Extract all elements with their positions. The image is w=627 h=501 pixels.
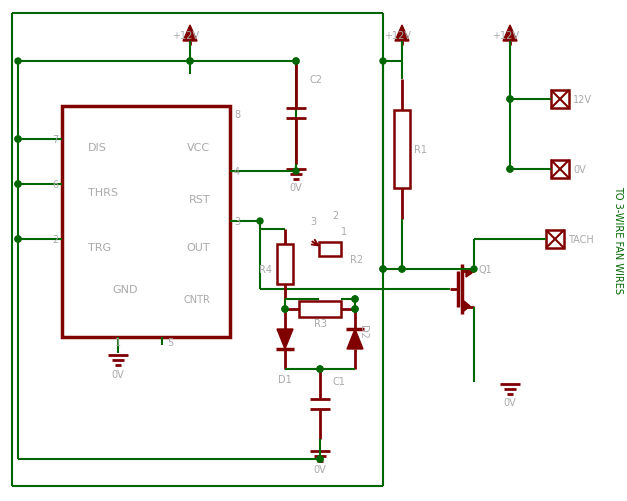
Polygon shape bbox=[277, 329, 293, 349]
Text: 5: 5 bbox=[167, 337, 173, 347]
Text: TRG: TRG bbox=[88, 242, 111, 253]
Text: R2: R2 bbox=[350, 255, 363, 265]
Bar bbox=[394, 111, 410, 189]
Circle shape bbox=[187, 59, 193, 65]
Text: 7: 7 bbox=[52, 135, 58, 145]
Circle shape bbox=[187, 59, 193, 65]
Polygon shape bbox=[464, 302, 470, 312]
Circle shape bbox=[380, 267, 386, 273]
Circle shape bbox=[507, 97, 513, 103]
Bar bbox=[319, 242, 341, 257]
Text: 3: 3 bbox=[310, 216, 316, 226]
Circle shape bbox=[15, 182, 21, 188]
Circle shape bbox=[507, 97, 513, 103]
Text: 6: 6 bbox=[52, 180, 58, 189]
Circle shape bbox=[293, 169, 299, 175]
Text: GND: GND bbox=[112, 285, 138, 295]
Circle shape bbox=[380, 59, 386, 65]
Text: 1: 1 bbox=[341, 226, 347, 236]
Bar bbox=[62, 107, 230, 337]
Circle shape bbox=[15, 236, 21, 242]
Text: OUT: OUT bbox=[186, 242, 210, 253]
Text: TO 3-WIRE FAN WIRES: TO 3-WIRE FAN WIRES bbox=[613, 186, 623, 294]
Bar bbox=[551, 161, 569, 179]
Text: THRS: THRS bbox=[88, 188, 118, 197]
Polygon shape bbox=[347, 329, 363, 349]
Bar bbox=[277, 245, 293, 284]
Circle shape bbox=[15, 182, 21, 188]
Text: 8: 8 bbox=[234, 110, 240, 120]
Polygon shape bbox=[395, 26, 409, 42]
Text: 0V: 0V bbox=[290, 183, 302, 192]
Circle shape bbox=[257, 218, 263, 224]
Text: C1: C1 bbox=[332, 376, 345, 386]
Text: TACH: TACH bbox=[568, 234, 594, 244]
Text: RST: RST bbox=[188, 194, 210, 204]
Circle shape bbox=[352, 297, 358, 303]
Text: R3: R3 bbox=[314, 318, 327, 328]
Text: 3: 3 bbox=[234, 216, 240, 226]
Text: DIS: DIS bbox=[88, 143, 107, 153]
Text: Q1: Q1 bbox=[478, 265, 492, 275]
Polygon shape bbox=[183, 26, 197, 42]
Circle shape bbox=[507, 167, 513, 173]
Text: 0V: 0V bbox=[314, 464, 327, 474]
Text: +12V: +12V bbox=[384, 31, 411, 41]
Circle shape bbox=[380, 267, 386, 273]
Circle shape bbox=[15, 137, 21, 143]
Text: 0V: 0V bbox=[112, 369, 124, 379]
Circle shape bbox=[399, 267, 405, 273]
Text: 0V: 0V bbox=[503, 397, 517, 407]
Circle shape bbox=[15, 236, 21, 242]
Circle shape bbox=[399, 267, 405, 273]
Text: R4: R4 bbox=[259, 265, 272, 275]
Text: 1: 1 bbox=[115, 337, 121, 347]
Text: +12V: +12V bbox=[172, 31, 199, 41]
Text: 12V: 12V bbox=[573, 95, 592, 105]
Bar bbox=[299, 302, 341, 317]
Circle shape bbox=[507, 167, 513, 173]
Text: R1: R1 bbox=[414, 145, 427, 155]
Bar bbox=[546, 230, 564, 248]
Text: 2: 2 bbox=[52, 234, 58, 244]
Text: C2: C2 bbox=[309, 75, 322, 85]
Bar bbox=[551, 91, 569, 109]
Circle shape bbox=[317, 456, 323, 462]
Text: 4: 4 bbox=[234, 167, 240, 177]
Circle shape bbox=[282, 307, 288, 313]
Text: 2: 2 bbox=[332, 210, 338, 220]
Text: VCC: VCC bbox=[187, 143, 210, 153]
Text: D2: D2 bbox=[358, 325, 368, 338]
Circle shape bbox=[15, 59, 21, 65]
Circle shape bbox=[317, 456, 323, 462]
Circle shape bbox=[352, 307, 358, 313]
Polygon shape bbox=[466, 270, 472, 278]
Text: D1: D1 bbox=[278, 374, 292, 384]
Text: +12V: +12V bbox=[492, 31, 519, 41]
Circle shape bbox=[317, 366, 323, 372]
Text: CNTR: CNTR bbox=[183, 295, 210, 305]
Circle shape bbox=[352, 307, 358, 313]
Circle shape bbox=[317, 366, 323, 372]
Polygon shape bbox=[503, 26, 517, 42]
Circle shape bbox=[352, 297, 358, 303]
Circle shape bbox=[282, 307, 288, 313]
Text: 0V: 0V bbox=[573, 165, 586, 175]
Circle shape bbox=[293, 59, 299, 65]
Circle shape bbox=[471, 267, 477, 273]
Circle shape bbox=[15, 137, 21, 143]
Circle shape bbox=[293, 59, 299, 65]
